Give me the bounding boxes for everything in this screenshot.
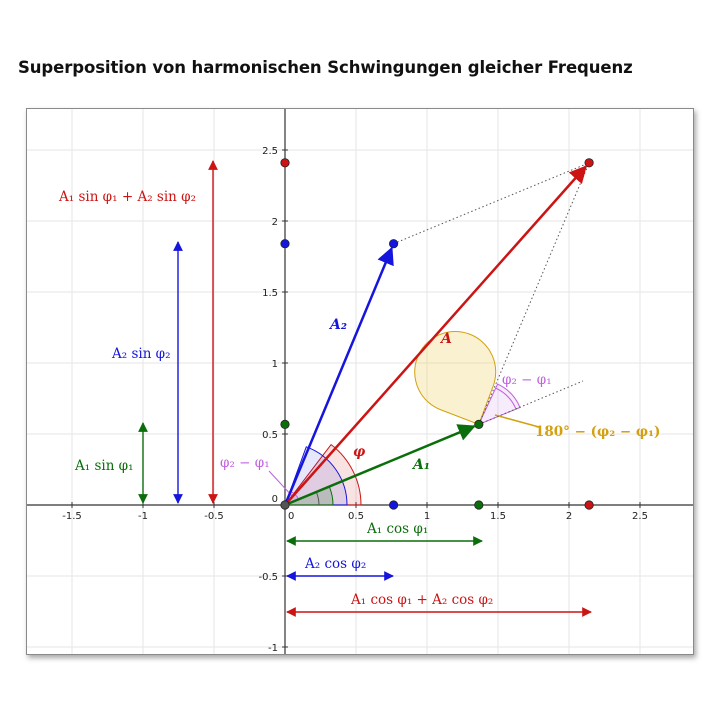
label-a1-cos: A₁ cos φ₁	[366, 521, 428, 537]
dotted-a2-tip-to-a-tip	[393, 162, 590, 245]
point-a-x-proj	[584, 500, 594, 510]
label-vector-a: A	[439, 331, 452, 347]
y-tick-label: -1	[268, 643, 278, 654]
x-tick-label: 1.5	[490, 511, 506, 522]
point-a-tip	[584, 158, 594, 168]
x-tick-label: 0	[288, 511, 294, 522]
point-a1-x-proj	[474, 500, 484, 510]
x-tick-label: -0.5	[204, 511, 224, 522]
label-phi-diff-origin: φ₂ − φ₁	[220, 455, 270, 471]
y-tick-label: 0.5	[262, 430, 278, 441]
point-a1-tip	[474, 419, 484, 429]
dotted-a1-tip-to-a-tip	[478, 162, 590, 425]
y-tick-label: 2.5	[262, 146, 278, 157]
label-vector-a2: A₂	[328, 317, 347, 333]
page-title: Superposition von harmonischen Schwingun…	[18, 58, 633, 77]
y-tick-label: -0.5	[258, 572, 278, 583]
y-tick-label: 2	[272, 217, 278, 228]
y-tick-label: 1	[272, 359, 278, 370]
y-tick-label: 1.5	[262, 288, 278, 299]
point-origin	[280, 500, 290, 510]
x-tick-label: -1.5	[62, 511, 82, 522]
phi2-angle-sector	[284, 446, 348, 506]
dotted-a1-extension	[478, 380, 584, 425]
point-a2-x-proj	[388, 500, 399, 510]
y-tick-label: 0	[272, 494, 278, 505]
label-a2-cos: A₂ cos φ₂	[304, 556, 366, 572]
x-tick-label: 2	[566, 511, 572, 522]
label-a1-sin: A₁ sin φ₁	[74, 458, 134, 474]
label-phi: φ	[353, 444, 366, 460]
x-tick-label: 0.5	[348, 511, 364, 522]
vector-a2	[283, 246, 394, 506]
vector-a1	[284, 424, 476, 507]
x-tick-label: 2.5	[632, 511, 648, 522]
diagram-canvas: -1.5 -1 -0.5 0 0.5 1 1.5 2 2.5 -1 -0.5 0…	[27, 109, 693, 654]
label-sum-sin: A₁ sin φ₁ + A₂ sin φ₂	[58, 189, 196, 205]
vector-a	[284, 165, 587, 506]
points	[280, 158, 594, 510]
label-a2-sin: A₂ sin φ₂	[111, 346, 171, 362]
phi-diff-tip-arc	[495, 387, 517, 410]
x-tick-label: -1	[138, 511, 148, 522]
angle180-sector	[414, 331, 497, 426]
label-vector-a1: A₁	[411, 457, 430, 473]
label-angle180: 180° − (φ₂ − φ₁)	[535, 424, 660, 440]
point-a2-y-proj	[280, 239, 290, 249]
point-a1-y-proj	[280, 419, 290, 429]
label-sum-cos: A₁ cos φ₁ + A₂ cos φ₂	[350, 592, 493, 608]
phi-angle-sector	[283, 443, 362, 506]
plot-frame: -1.5 -1 -0.5 0 0.5 1 1.5 2 2.5 -1 -0.5 0…	[26, 108, 694, 655]
point-a-y-proj	[280, 158, 290, 168]
x-tick-label: 1	[424, 511, 430, 522]
angle180-leader	[494, 414, 540, 428]
label-phi-diff-tip: φ₂ − φ₁	[502, 372, 552, 388]
point-a2-tip	[388, 239, 399, 249]
